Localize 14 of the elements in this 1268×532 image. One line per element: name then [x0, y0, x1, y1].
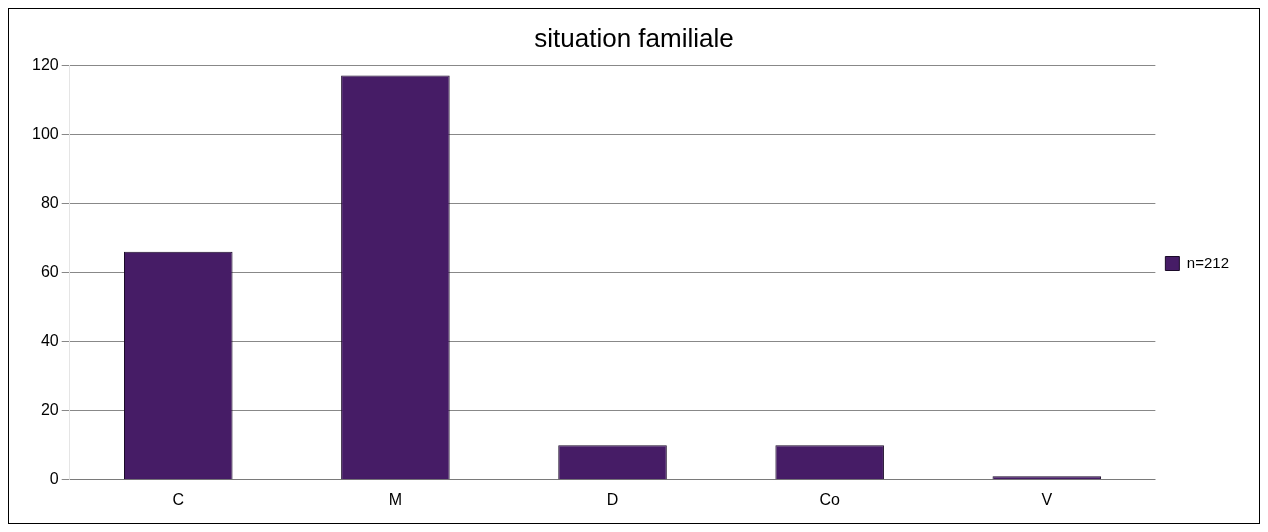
- y-tick-label: 40: [40, 332, 59, 350]
- x-tick-label: Co: [819, 490, 840, 508]
- chart-title: situation familiale: [534, 22, 734, 53]
- y-tick-label: 80: [40, 193, 59, 211]
- x-tick-label: M: [388, 490, 403, 508]
- legend-label: n=212: [1186, 253, 1230, 271]
- y-tick-label: 60: [40, 262, 59, 280]
- y-tick-label: 100: [31, 124, 59, 142]
- y-tick-label: 120: [31, 55, 59, 73]
- x-tick-label: V: [1041, 490, 1053, 508]
- y-tick-label: 0: [49, 470, 59, 488]
- x-tick-label: D: [606, 490, 619, 508]
- y-tick-label: 20: [40, 401, 59, 419]
- x-tick-label: C: [172, 490, 185, 508]
